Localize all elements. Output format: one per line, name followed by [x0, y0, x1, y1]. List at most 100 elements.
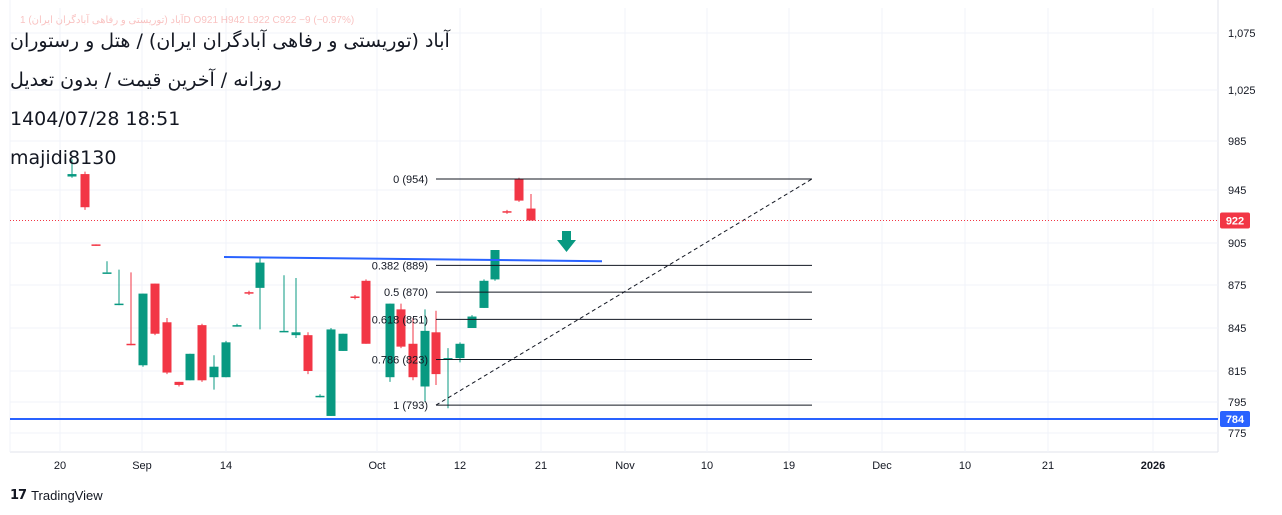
candle-body: [479, 280, 489, 308]
candle-body: [197, 325, 207, 381]
candle: [326, 328, 336, 416]
candlestick-series: [67, 159, 536, 416]
candle-body: [244, 292, 254, 294]
y-tick-label: 845: [1228, 323, 1246, 335]
candle-body: [114, 303, 124, 306]
fib-level-label: 0.786 (823): [372, 355, 428, 367]
y-tick-label: 905: [1228, 238, 1246, 250]
candle: [126, 272, 136, 346]
candle: [174, 381, 184, 387]
snapshot-datetime: 1404/07/28 18:51: [10, 108, 181, 130]
fibonacci-retracement[interactable]: 0 (954) 0.382 (889) 0.5 (870) 0.618 (851) 0.…: [372, 174, 813, 412]
candle-body: [138, 293, 148, 366]
candle-body: [232, 325, 242, 327]
support-price-tag: 784: [1220, 411, 1250, 428]
x-tick-label: 10: [959, 460, 971, 472]
last-price-tag-text: 922: [1226, 215, 1244, 227]
fib-level-label: 1 (793): [393, 400, 428, 412]
candle: [291, 278, 301, 339]
candle-body: [185, 353, 195, 381]
candle: [396, 303, 406, 349]
y-tick-label: 1,075: [1228, 28, 1256, 40]
tradingview-logo-icon: 17: [10, 488, 27, 503]
x-tick-label: 10: [701, 460, 713, 472]
x-tick-label: Nov: [615, 460, 635, 472]
candle-body: [209, 366, 219, 378]
candle: [350, 295, 360, 300]
candle-body: [255, 262, 265, 288]
candle-body: [420, 330, 430, 387]
down-arrow-icon: [557, 231, 576, 252]
candle: [338, 333, 348, 351]
chart-axes: 1,075 1,025 985 945 905 875 845 815 795 775 20 Sep 1…: [54, 28, 1256, 472]
x-tick-label: 14: [220, 460, 232, 472]
candle-body: [408, 343, 418, 378]
candle-body: [526, 208, 536, 221]
candle: [467, 315, 477, 328]
y-tick-label: 875: [1228, 280, 1246, 292]
candle-body: [303, 335, 313, 371]
candle: [315, 394, 325, 398]
candle-body: [455, 343, 465, 359]
support-price-tag-bg: [1220, 411, 1250, 428]
candle: [502, 209, 512, 214]
candle-body: [174, 381, 184, 385]
chart-settings-text: روزانه / آخرین قیمت / بدون تعدیل: [10, 69, 282, 91]
chart-legend: آباد (توریستی و رفاهی آبادگران ایران) / …: [10, 22, 450, 178]
candle-body: [502, 211, 512, 213]
candle-body: [514, 178, 524, 201]
author-name: majidi8130: [10, 147, 117, 169]
candle-body: [67, 174, 77, 177]
candle-body: [279, 330, 289, 333]
candle-body: [80, 174, 90, 208]
candle: [385, 303, 395, 382]
fib-trend-dashed-line: [435, 178, 813, 406]
candle: [255, 257, 265, 330]
resistance-trend-line: [223, 256, 603, 263]
fib-level-label: 0.382 (889): [372, 260, 428, 272]
candle-body: [350, 296, 360, 298]
x-tick-label: 21: [535, 460, 547, 472]
candle-body: [326, 329, 336, 416]
candle: [431, 310, 441, 385]
candle-body: [361, 280, 371, 344]
x-tick-label: Oct: [368, 460, 385, 472]
tradingview-wordmark: TradingView: [31, 488, 103, 503]
x-tick-label: 19: [783, 460, 795, 472]
support-price-tag-text: 784: [1226, 414, 1245, 426]
candle-body: [385, 303, 395, 378]
ohlc-readout: آباد (توریستی و رفاهی آبادگران ایران) 1D…: [20, 15, 355, 26]
x-tick-label: 20: [54, 460, 66, 472]
candle-body: [338, 333, 348, 351]
candle: [185, 353, 195, 381]
last-price-tag-bg: [1220, 212, 1250, 229]
tradingview-branding[interactable]: 17 TradingView: [10, 488, 103, 503]
candle: [114, 269, 124, 306]
candle-body: [467, 316, 477, 328]
candle: [279, 275, 289, 333]
x-tick-label: 12: [454, 460, 466, 472]
fib-level-label: 0.5 (870): [384, 287, 428, 299]
candle-body: [221, 342, 231, 378]
candle: [303, 332, 313, 375]
symbol-title: آباد (توریستی و رفاهی آبادگران ایران) / …: [10, 30, 450, 52]
x-tick-label: Dec: [872, 460, 892, 472]
candle: [232, 323, 242, 327]
fib-level-label: 0 (954): [393, 174, 428, 186]
chart-annotations: [10, 219, 1218, 421]
candle: [91, 244, 101, 246]
candle-body: [162, 322, 172, 373]
y-tick-label: 815: [1228, 366, 1246, 378]
candle: [197, 323, 207, 382]
candle: [138, 293, 148, 367]
candle: [244, 290, 254, 296]
candle-body: [102, 272, 112, 274]
y-tick-label: 945: [1228, 185, 1246, 197]
candle: [526, 193, 536, 221]
candle-body: [126, 343, 136, 346]
candle-body: [291, 332, 301, 336]
y-tick-label: 1,025: [1228, 85, 1256, 97]
candle-body: [91, 244, 101, 246]
candle: [420, 309, 430, 402]
